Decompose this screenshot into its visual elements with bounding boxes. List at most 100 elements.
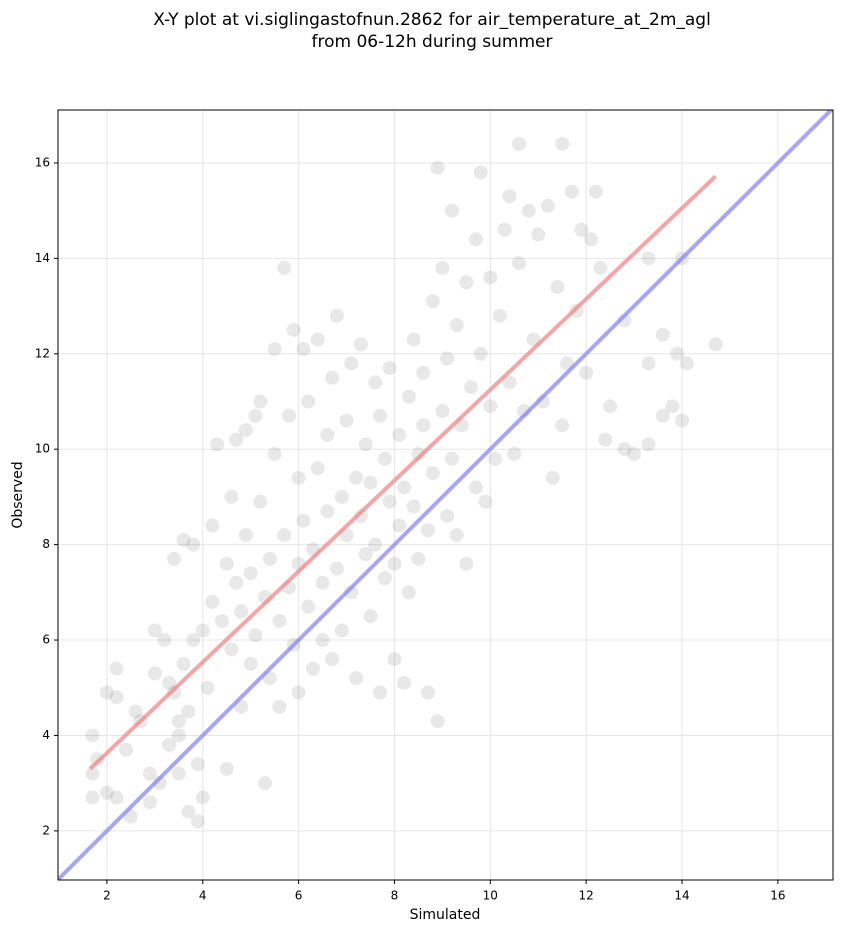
scatter-point	[679, 356, 694, 371]
scatter-point	[305, 661, 320, 676]
scatter-point	[253, 394, 268, 409]
scatter-point	[641, 356, 656, 371]
scatter-point	[272, 699, 287, 714]
scatter-point	[468, 480, 483, 495]
x-tick-label: 8	[391, 889, 399, 903]
scatter-point	[310, 332, 325, 347]
scatter-point	[401, 585, 416, 600]
scatter-point	[492, 308, 507, 323]
chart-subtitle: from 06-12h during summer	[312, 32, 553, 52]
scatter-point	[488, 451, 503, 466]
scatter-point	[521, 203, 536, 218]
scatter-point	[243, 656, 258, 671]
scatter-point	[147, 666, 162, 681]
scatter-point	[555, 136, 570, 151]
scatter-point	[440, 351, 455, 366]
scatter-point	[176, 532, 191, 547]
x-tick-label: 10	[483, 889, 498, 903]
scatter-point	[277, 260, 292, 275]
scatter-point	[502, 189, 517, 204]
scatter-point	[291, 685, 306, 700]
scatter-point	[540, 198, 555, 213]
scatter-point	[99, 785, 114, 800]
scatter-point	[334, 623, 349, 638]
scatter-point	[253, 494, 268, 509]
scatter-point	[128, 704, 143, 719]
scatter-point	[545, 470, 560, 485]
scatter-point	[416, 418, 431, 433]
scatter-point	[430, 714, 445, 729]
scatter-point	[603, 399, 618, 414]
scatter-point	[296, 513, 311, 528]
y-tick-label: 14	[35, 251, 50, 265]
scatter-point	[349, 671, 364, 686]
scatter-point	[176, 656, 191, 671]
scatter-point	[387, 652, 402, 667]
scatter-point	[325, 652, 340, 667]
scatter-point	[248, 628, 263, 643]
scatter-point	[315, 633, 330, 648]
scatter-point	[512, 136, 527, 151]
scatter-point	[382, 494, 397, 509]
scatter-point	[641, 437, 656, 452]
x-tick-label: 2	[103, 889, 111, 903]
scatter-point	[368, 375, 383, 390]
scatter-point	[301, 599, 316, 614]
scatter-point	[353, 508, 368, 523]
scatter-point	[641, 251, 656, 266]
scatter-point	[181, 704, 196, 719]
scatter-point	[675, 413, 690, 428]
scatter-point	[258, 776, 273, 791]
scatter-point	[512, 256, 527, 271]
scatter-point	[224, 642, 239, 657]
scatter-point	[143, 766, 158, 781]
scatter-point	[478, 494, 493, 509]
scatter-point	[358, 437, 373, 452]
scatter-point	[421, 523, 436, 538]
y-axis-label: Observed	[10, 461, 26, 528]
scatter-point	[229, 575, 244, 590]
scatter-point	[430, 160, 445, 175]
scatter-point	[708, 337, 723, 352]
scatter-point	[171, 714, 186, 729]
scatter-point	[243, 566, 258, 581]
scatter-point	[368, 537, 383, 552]
scatter-point	[286, 322, 301, 337]
scatter-point	[166, 685, 181, 700]
scatter-point	[166, 551, 181, 566]
scatter-point	[550, 279, 565, 294]
scatter-point	[363, 475, 378, 490]
scatter-point	[301, 394, 316, 409]
scatter-point	[157, 633, 172, 648]
scatter-point	[186, 633, 201, 648]
scatter-point	[449, 528, 464, 543]
scatter-point	[190, 757, 205, 772]
scatter-point	[497, 222, 512, 237]
scatter-point	[473, 165, 488, 180]
scatter-point	[627, 446, 642, 461]
scatter-point	[435, 260, 450, 275]
scatter-point	[267, 342, 282, 357]
scatter-point	[210, 437, 225, 452]
scatter-point	[377, 451, 392, 466]
scatter-point	[238, 423, 253, 438]
scatter-point	[406, 332, 421, 347]
scatter-point	[665, 399, 680, 414]
scatter-point	[262, 551, 277, 566]
scatter-point	[282, 408, 297, 423]
scatter-point	[195, 623, 210, 638]
scatter-point	[339, 413, 354, 428]
scatter-point	[291, 470, 306, 485]
scatter-point	[416, 365, 431, 380]
scatter-point	[205, 518, 220, 533]
trend-line	[58, 110, 833, 880]
scatter-point	[363, 609, 378, 624]
scatter-point	[468, 232, 483, 247]
scatter-point	[310, 461, 325, 476]
scatter-point	[593, 260, 608, 275]
y-tick-label: 4	[42, 728, 50, 742]
scatter-point	[425, 294, 440, 309]
scatter-point	[583, 232, 598, 247]
scatter-point	[655, 408, 670, 423]
